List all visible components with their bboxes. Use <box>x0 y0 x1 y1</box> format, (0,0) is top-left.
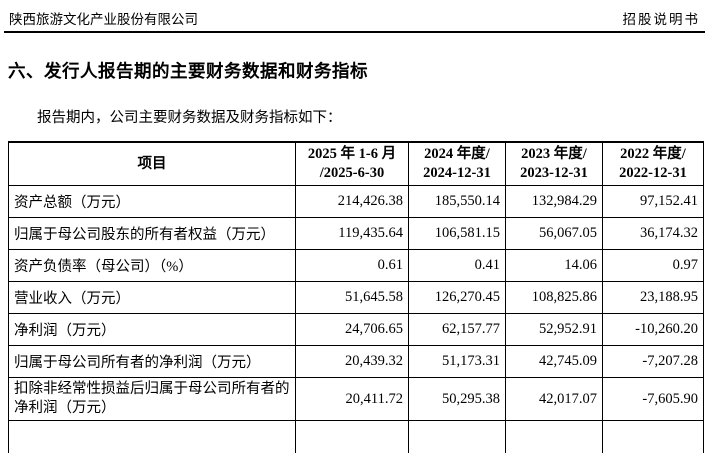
column-header-2023-line2: 2023-12-31 <box>508 164 600 183</box>
column-header-2025-line1: 2025 年 1-6 月 <box>298 145 406 164</box>
value-cell: 106,581.15 <box>409 218 506 250</box>
value-cell: 20,411.72 <box>296 378 409 421</box>
column-header-item: 项目 <box>9 142 296 186</box>
column-header-2024-line2: 2024-12-31 <box>411 164 503 183</box>
value-cell: 56,067.05 <box>506 218 603 250</box>
column-header-2023-line1: 2023 年度/ <box>508 145 600 164</box>
row-label: 净利润（万元） <box>9 314 296 346</box>
value-cell: 51,173.31 <box>409 346 506 378</box>
table-row-parent-equity: 归属于母公司股东的所有者权益（万元） 119,435.64 106,581.15… <box>9 218 704 250</box>
value-cell: 185,550.14 <box>409 186 506 218</box>
row-label: 营业收入（万元） <box>9 282 296 314</box>
column-header-2022: 2022 年度/ 2022-12-31 <box>603 142 704 186</box>
page-header: 陕西旅游文化产业股份有限公司 招股说明书 <box>0 0 708 31</box>
intro-paragraph: 报告期内，公司主要财务数据及财务指标如下： <box>8 108 708 128</box>
row-label: 资产总额（万元） <box>9 186 296 218</box>
financial-table: 项目 2025 年 1-6 月 /2025-6-30 2024 年度/ 2024… <box>8 141 704 453</box>
value-cell: 119,435.64 <box>296 218 409 250</box>
table-row-clipped <box>9 421 704 453</box>
section-heading: 六、发行人报告期的主要财务数据和财务指标 <box>8 59 708 83</box>
table-header-row: 项目 2025 年 1-6 月 /2025-6-30 2024 年度/ 2024… <box>9 142 704 186</box>
column-header-2022-line1: 2022 年度/ <box>605 145 701 164</box>
value-cell: 108,825.86 <box>506 282 603 314</box>
value-cell: 52,952.91 <box>506 314 603 346</box>
row-label: 扣除非经常性损益后归属于母公司所有者的净利润（万元） <box>9 378 296 421</box>
column-header-2025-line2: /2025-6-30 <box>298 164 406 183</box>
value-cell: 36,174.32 <box>603 218 704 250</box>
table-row-total-assets: 资产总额（万元） 214,426.38 185,550.14 132,984.2… <box>9 186 704 218</box>
value-cell: 50,295.38 <box>409 378 506 421</box>
column-header-2022-line2: 2022-12-31 <box>605 164 701 183</box>
table-row-parent-net-profit: 归属于母公司所有者的净利润（万元） 20,439.32 51,173.31 42… <box>9 346 704 378</box>
value-cell: 23,188.95 <box>603 282 704 314</box>
value-cell: 97,152.41 <box>603 186 704 218</box>
row-label: 归属于母公司股东的所有者权益（万元） <box>9 218 296 250</box>
table-row-debt-ratio: 资产负债率（母公司）（%） 0.61 0.41 14.06 0.97 <box>9 250 704 282</box>
value-cell: 126,270.45 <box>409 282 506 314</box>
value-cell: 51,645.58 <box>296 282 409 314</box>
column-header-2025: 2025 年 1-6 月 /2025-6-30 <box>296 142 409 186</box>
value-cell: 62,157.77 <box>409 314 506 346</box>
value-cell <box>409 421 506 453</box>
value-cell <box>603 421 704 453</box>
value-cell: 214,426.38 <box>296 186 409 218</box>
value-cell: -10,260.20 <box>603 314 704 346</box>
column-header-2024: 2024 年度/ 2024-12-31 <box>409 142 506 186</box>
value-cell <box>506 421 603 453</box>
value-cell: 24,706.65 <box>296 314 409 346</box>
table-row-net-profit: 净利润（万元） 24,706.65 62,157.77 52,952.91 -1… <box>9 314 704 346</box>
value-cell: 42,745.09 <box>506 346 603 378</box>
row-label <box>9 421 296 453</box>
value-cell: 20,439.32 <box>296 346 409 378</box>
value-cell: 14.06 <box>506 250 603 282</box>
value-cell: 0.61 <box>296 250 409 282</box>
value-cell: -7,605.90 <box>603 378 704 421</box>
value-cell: 0.41 <box>409 250 506 282</box>
row-label: 归属于母公司所有者的净利润（万元） <box>9 346 296 378</box>
table-row-revenue: 营业收入（万元） 51,645.58 126,270.45 108,825.86… <box>9 282 704 314</box>
value-cell <box>296 421 409 453</box>
table-row-deducted-net-profit: 扣除非经常性损益后归属于母公司所有者的净利润（万元） 20,411.72 50,… <box>9 378 704 421</box>
document-page: 陕西旅游文化产业股份有限公司 招股说明书 六、发行人报告期的主要财务数据和财务指… <box>0 0 708 420</box>
value-cell: 132,984.29 <box>506 186 603 218</box>
doc-type-label: 招股说明书 <box>623 11 701 28</box>
column-header-2023: 2023 年度/ 2023-12-31 <box>506 142 603 186</box>
column-header-2024-line1: 2024 年度/ <box>411 145 503 164</box>
header-rule <box>4 31 705 33</box>
value-cell: -7,207.28 <box>603 346 704 378</box>
value-cell: 0.97 <box>603 250 704 282</box>
company-name: 陕西旅游文化产业股份有限公司 <box>9 11 198 28</box>
value-cell: 42,017.07 <box>506 378 603 421</box>
row-label: 资产负债率（母公司）（%） <box>9 250 296 282</box>
